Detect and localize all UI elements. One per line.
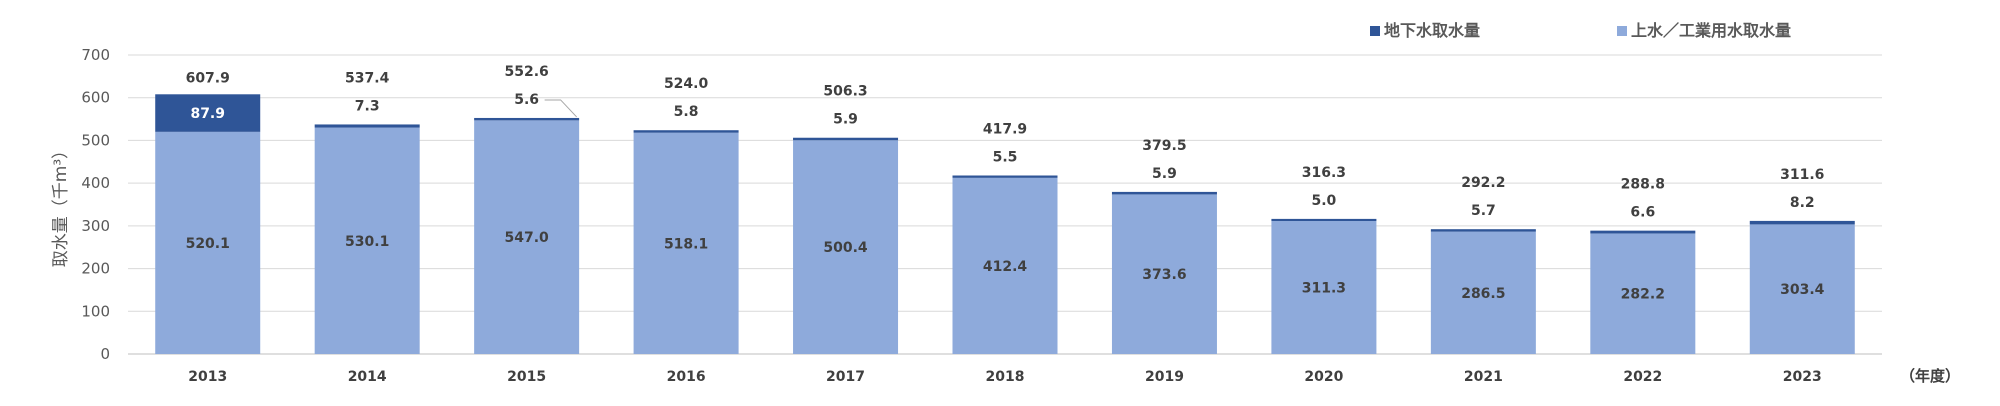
bar-groundwater: [633, 130, 739, 133]
data-label-surface-water: 500.4: [823, 240, 868, 256]
data-labels: 520.1 87.9 607.9 530.1 7.3 537.4 547.0 5.6 552.6…: [186, 64, 1825, 303]
data-label-groundwater: 8.2: [1790, 195, 1815, 211]
bar-groundwater: [793, 137, 899, 141]
legend-swatch: [1617, 26, 1627, 36]
data-label-surface-water: 520.1: [186, 236, 230, 252]
x-tick-label: 2020: [1304, 369, 1343, 385]
data-label-groundwater: 6.6: [1630, 205, 1655, 221]
bar-surface-water: [952, 177, 1058, 354]
x-tick-label: 2014: [348, 369, 387, 385]
y-tick-label: 100: [81, 302, 110, 320]
data-label-groundwater: 7.3: [355, 98, 380, 114]
bar-groundwater: [155, 94, 261, 132]
leader-line: [544, 99, 578, 118]
data-label-surface-water: 518.1: [664, 236, 708, 252]
data-label-surface-water: 530.1: [345, 234, 389, 250]
bar-groundwater: [1430, 229, 1536, 232]
bar-groundwater: [1749, 220, 1855, 225]
x-tick-label: 2021: [1464, 369, 1503, 385]
y-tick-label: 500: [81, 131, 110, 149]
data-label-surface-water: 373.6: [1142, 267, 1186, 283]
bar-groundwater: [314, 124, 420, 128]
x-tick-label: 2018: [986, 369, 1025, 385]
legend-label: 上水／工業用水取水量: [1631, 21, 1791, 40]
data-label-surface-water: 412.4: [983, 259, 1028, 275]
x-tick-label: 2023: [1783, 369, 1822, 385]
bar-groundwater: [474, 117, 580, 121]
legend-label: 地下水取水量: [1384, 21, 1480, 40]
bar-surface-water: [793, 140, 899, 354]
data-label-groundwater: 5.8: [674, 104, 699, 120]
x-tick-label: 2017: [826, 369, 865, 385]
legend-swatch: [1370, 26, 1380, 36]
bar-surface-water: [1111, 194, 1217, 354]
y-tick-label: 600: [81, 89, 110, 107]
bars: [155, 94, 1855, 355]
data-label-total: 292.2: [1461, 175, 1505, 191]
data-label-total: 311.6: [1780, 167, 1824, 183]
y-tick-label: 0: [100, 345, 110, 363]
data-label-groundwater: 87.9: [190, 106, 225, 122]
data-label-surface-water: 303.4: [1780, 282, 1825, 298]
x-axis-unit: （年度）: [1900, 367, 1960, 385]
y-tick-label: 300: [81, 217, 110, 235]
bar-surface-water: [314, 127, 420, 355]
bar-groundwater: [952, 175, 1058, 178]
data-label-total: 607.9: [186, 70, 230, 86]
x-tick-label: 2016: [667, 369, 706, 385]
bar-surface-water: [633, 132, 739, 354]
data-label-total: 506.3: [823, 84, 867, 100]
data-label-surface-water: 282.2: [1621, 287, 1665, 303]
legend: 地下水取水量 上水／工業用水取水量: [1370, 21, 1791, 40]
bar-surface-water: [155, 131, 261, 354]
data-label-groundwater: 5.7: [1471, 203, 1496, 219]
y-tick-label: 200: [81, 260, 110, 278]
data-label-groundwater: 5.9: [833, 112, 858, 128]
bar-groundwater: [1590, 230, 1696, 234]
data-label-surface-water: 311.3: [1302, 281, 1346, 297]
bar-surface-water: [1590, 233, 1696, 354]
bar-surface-water: [1271, 221, 1377, 354]
data-label-surface-water: 286.5: [1461, 286, 1505, 302]
y-tick-label: 700: [81, 46, 110, 64]
x-tick-label: 2019: [1145, 369, 1184, 385]
bar-surface-water: [1430, 231, 1536, 354]
bar-groundwater: [1111, 191, 1217, 195]
bar-groundwater: [1271, 218, 1377, 222]
data-label-total: 552.6: [504, 64, 548, 80]
bar-surface-water: [474, 120, 580, 354]
data-label-total: 537.4: [345, 70, 390, 86]
data-label-total: 316.3: [1302, 165, 1346, 181]
data-label-total: 417.9: [983, 121, 1027, 137]
y-axis-title: 取水量（千m³）: [51, 142, 71, 267]
x-tick-label: 2022: [1623, 369, 1662, 385]
data-label-groundwater: 5.9: [1152, 166, 1177, 182]
x-tick-label: 2015: [507, 369, 546, 385]
data-label-groundwater: 5.0: [1312, 193, 1337, 209]
x-tick-label: 2013: [188, 369, 227, 385]
axes: 0 100 200 300 400 500 600 700 取水量（千m³） 2013 2014 20…: [51, 46, 1960, 385]
data-label-groundwater: 5.5: [993, 149, 1018, 165]
data-label-groundwater: 5.6: [514, 92, 539, 108]
bar-surface-water: [1749, 224, 1855, 354]
data-label-total: 524.0: [664, 76, 709, 92]
data-label-total: 379.5: [1142, 138, 1186, 154]
data-label-surface-water: 547.0: [504, 230, 549, 246]
y-tick-label: 400: [81, 174, 110, 192]
data-label-total: 288.8: [1621, 177, 1665, 193]
